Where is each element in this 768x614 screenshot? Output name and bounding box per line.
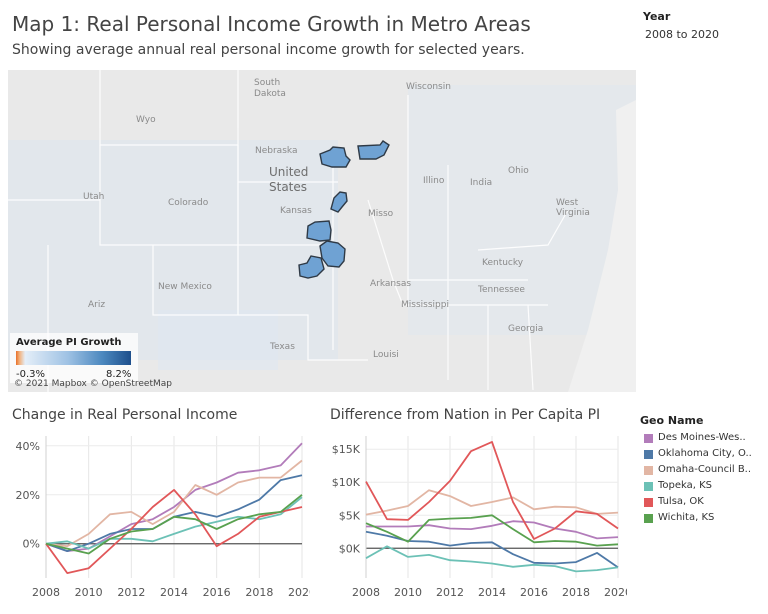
series-line-topeka-ks[interactable] (45, 496, 303, 550)
state-label-colorado: Colorado (168, 198, 209, 208)
state-label-dakota: Dakota (254, 89, 286, 99)
state-label-texas: Texas (270, 342, 295, 352)
state-label-new-mexico: New Mexico (158, 282, 212, 292)
right-line-chart[interactable]: $0K $5K $10K $15K 2008 2010 2012 2014 2016 2018 20… (322, 430, 627, 610)
legend-label: Omaha-Council B.. (658, 464, 752, 475)
legend-label: Topeka, KS (658, 480, 713, 491)
legend-item-topeka[interactable]: Topeka, KS (644, 480, 766, 494)
x-tick-label: 2010 (394, 586, 422, 599)
state-label-ohio: Ohio (508, 166, 529, 176)
year-filter-value[interactable]: 2008 to 2020 (645, 28, 720, 41)
state-label-wisconsin: Wisconsin (406, 82, 451, 92)
year-filter-label: Year (643, 10, 671, 23)
state-borders (8, 70, 569, 392)
state-label-georgia: Georgia (508, 324, 544, 334)
state-label-indiana: India (470, 178, 493, 188)
metro-tulsa[interactable] (319, 240, 346, 268)
legend-label: Tulsa, OK (658, 496, 704, 507)
page-subtitle: Showing average annual real personal inc… (12, 42, 525, 58)
x-tick-label: 2008 (32, 586, 60, 599)
county-shading-south (158, 310, 278, 370)
state-label-west: West (556, 198, 579, 208)
state-label-wyoming: Wyo (136, 115, 156, 125)
metro-wichita[interactable] (306, 220, 332, 242)
legend-item-des-moines[interactable]: Des Moines-Wes.. (644, 432, 766, 446)
legend-item-tulsa[interactable]: Tulsa, OK (644, 496, 766, 510)
legend-label: Des Moines-Wes.. (658, 432, 746, 443)
right-chart-title: Difference from Nation in Per Capita PI (330, 407, 601, 423)
y-tick-label: 40% (16, 440, 40, 453)
y-tick-label: $10K (332, 476, 361, 489)
map-copyright[interactable]: © 2021 Mapbox © OpenStreetMap (14, 379, 172, 389)
state-label-utah: Utah (83, 192, 105, 202)
legend-label: Wichita, KS (658, 512, 715, 523)
map-legend-gradient (16, 351, 131, 365)
x-tick-label: 2012 (436, 586, 464, 599)
x-tick-label: 2014 (160, 586, 188, 599)
metro-omaha[interactable] (319, 146, 351, 168)
metro-map[interactable]: South Dakota Wisconsin Wyo Nebraska Unit… (8, 70, 636, 392)
x-tick-label: 2010 (75, 586, 103, 599)
x-tick-label: 2008 (352, 586, 380, 599)
legend-swatch (644, 434, 653, 443)
y-tick-label: $0K (339, 542, 361, 555)
state-label-tennessee: Tennessee (478, 285, 525, 295)
page-title: Map 1: Real Personal Income Growth in Me… (12, 12, 531, 36)
state-label-arizona: Ariz (88, 300, 106, 310)
highlighted-metros[interactable] (298, 140, 390, 279)
map-color-legend: Average PI Growth -0.3% 8.2% (10, 333, 138, 383)
legend-swatch (644, 514, 653, 523)
x-tick-label: 2014 (478, 586, 506, 599)
series-line-wichita-ks[interactable] (45, 494, 303, 555)
series-line-topeka-ks[interactable] (365, 545, 619, 573)
state-label-kansas: Kansas (280, 206, 312, 216)
legend-swatch (644, 450, 653, 459)
legend-label: Oklahoma City, O.. (658, 448, 752, 459)
x-tick-label: 2016 (203, 586, 231, 599)
state-label-virginia: Virginia (556, 208, 590, 218)
state-label-louisiana: Louisi (373, 350, 399, 360)
legend-swatch (644, 498, 653, 507)
y-tick-label: $5K (339, 509, 361, 522)
country-label-united: United (269, 165, 309, 179)
legend-swatch (644, 466, 653, 475)
metro-des-moines[interactable] (357, 140, 390, 160)
state-label-south: South (254, 78, 281, 88)
ocean-area (568, 100, 636, 392)
x-tick-label: 2020 (604, 586, 627, 599)
x-tick-label: 2018 (245, 586, 273, 599)
legend-swatch (644, 482, 653, 491)
series-line-wichita-ks[interactable] (365, 514, 619, 547)
metro-topeka[interactable] (330, 191, 348, 213)
x-tick-label: 2012 (117, 586, 145, 599)
country-label-states: States (269, 180, 308, 194)
legend-item-wichita[interactable]: Wichita, KS (644, 512, 766, 526)
series-line-tulsa-ok[interactable] (45, 489, 303, 575)
y-tick-label: $15K (332, 443, 361, 456)
map-legend-title: Average PI Growth (16, 337, 122, 348)
series-line-tulsa-ok[interactable] (365, 440, 619, 540)
metro-oklahoma-city[interactable] (298, 255, 325, 279)
state-label-nebraska: Nebraska (255, 146, 298, 156)
map-legend-min: -0.3% (16, 369, 46, 380)
state-label-mississippi: Mississippi (401, 300, 449, 310)
left-line-chart[interactable]: 0% 20% 40% 2008 2010 2012 2014 2016 2018 2020 (0, 430, 310, 610)
series-line-des-moines-wes[interactable] (366, 520, 619, 540)
x-tick-label: 2018 (562, 586, 590, 599)
series-line-omaha-council-b[interactable] (365, 489, 619, 516)
left-chart-title: Change in Real Personal Income (12, 407, 238, 423)
legend-item-omaha[interactable]: Omaha-Council B.. (644, 464, 766, 478)
state-label-kentucky: Kentucky (482, 258, 524, 268)
x-tick-label: 2016 (520, 586, 548, 599)
state-label-missouri: Misso (368, 209, 394, 219)
y-tick-label: 0% (23, 538, 40, 551)
y-tick-label: 20% (16, 489, 40, 502)
state-label-arkansas: Arkansas (370, 279, 412, 289)
series-line-omaha-council-b[interactable] (45, 459, 303, 548)
legend-item-oklahoma-city[interactable]: Oklahoma City, O.. (644, 448, 766, 462)
x-tick-label: 2020 (288, 586, 310, 599)
map-legend-max: 8.2% (106, 369, 132, 380)
geo-legend-title: Geo Name (640, 414, 704, 427)
state-label-illinois: Illino (423, 176, 445, 186)
